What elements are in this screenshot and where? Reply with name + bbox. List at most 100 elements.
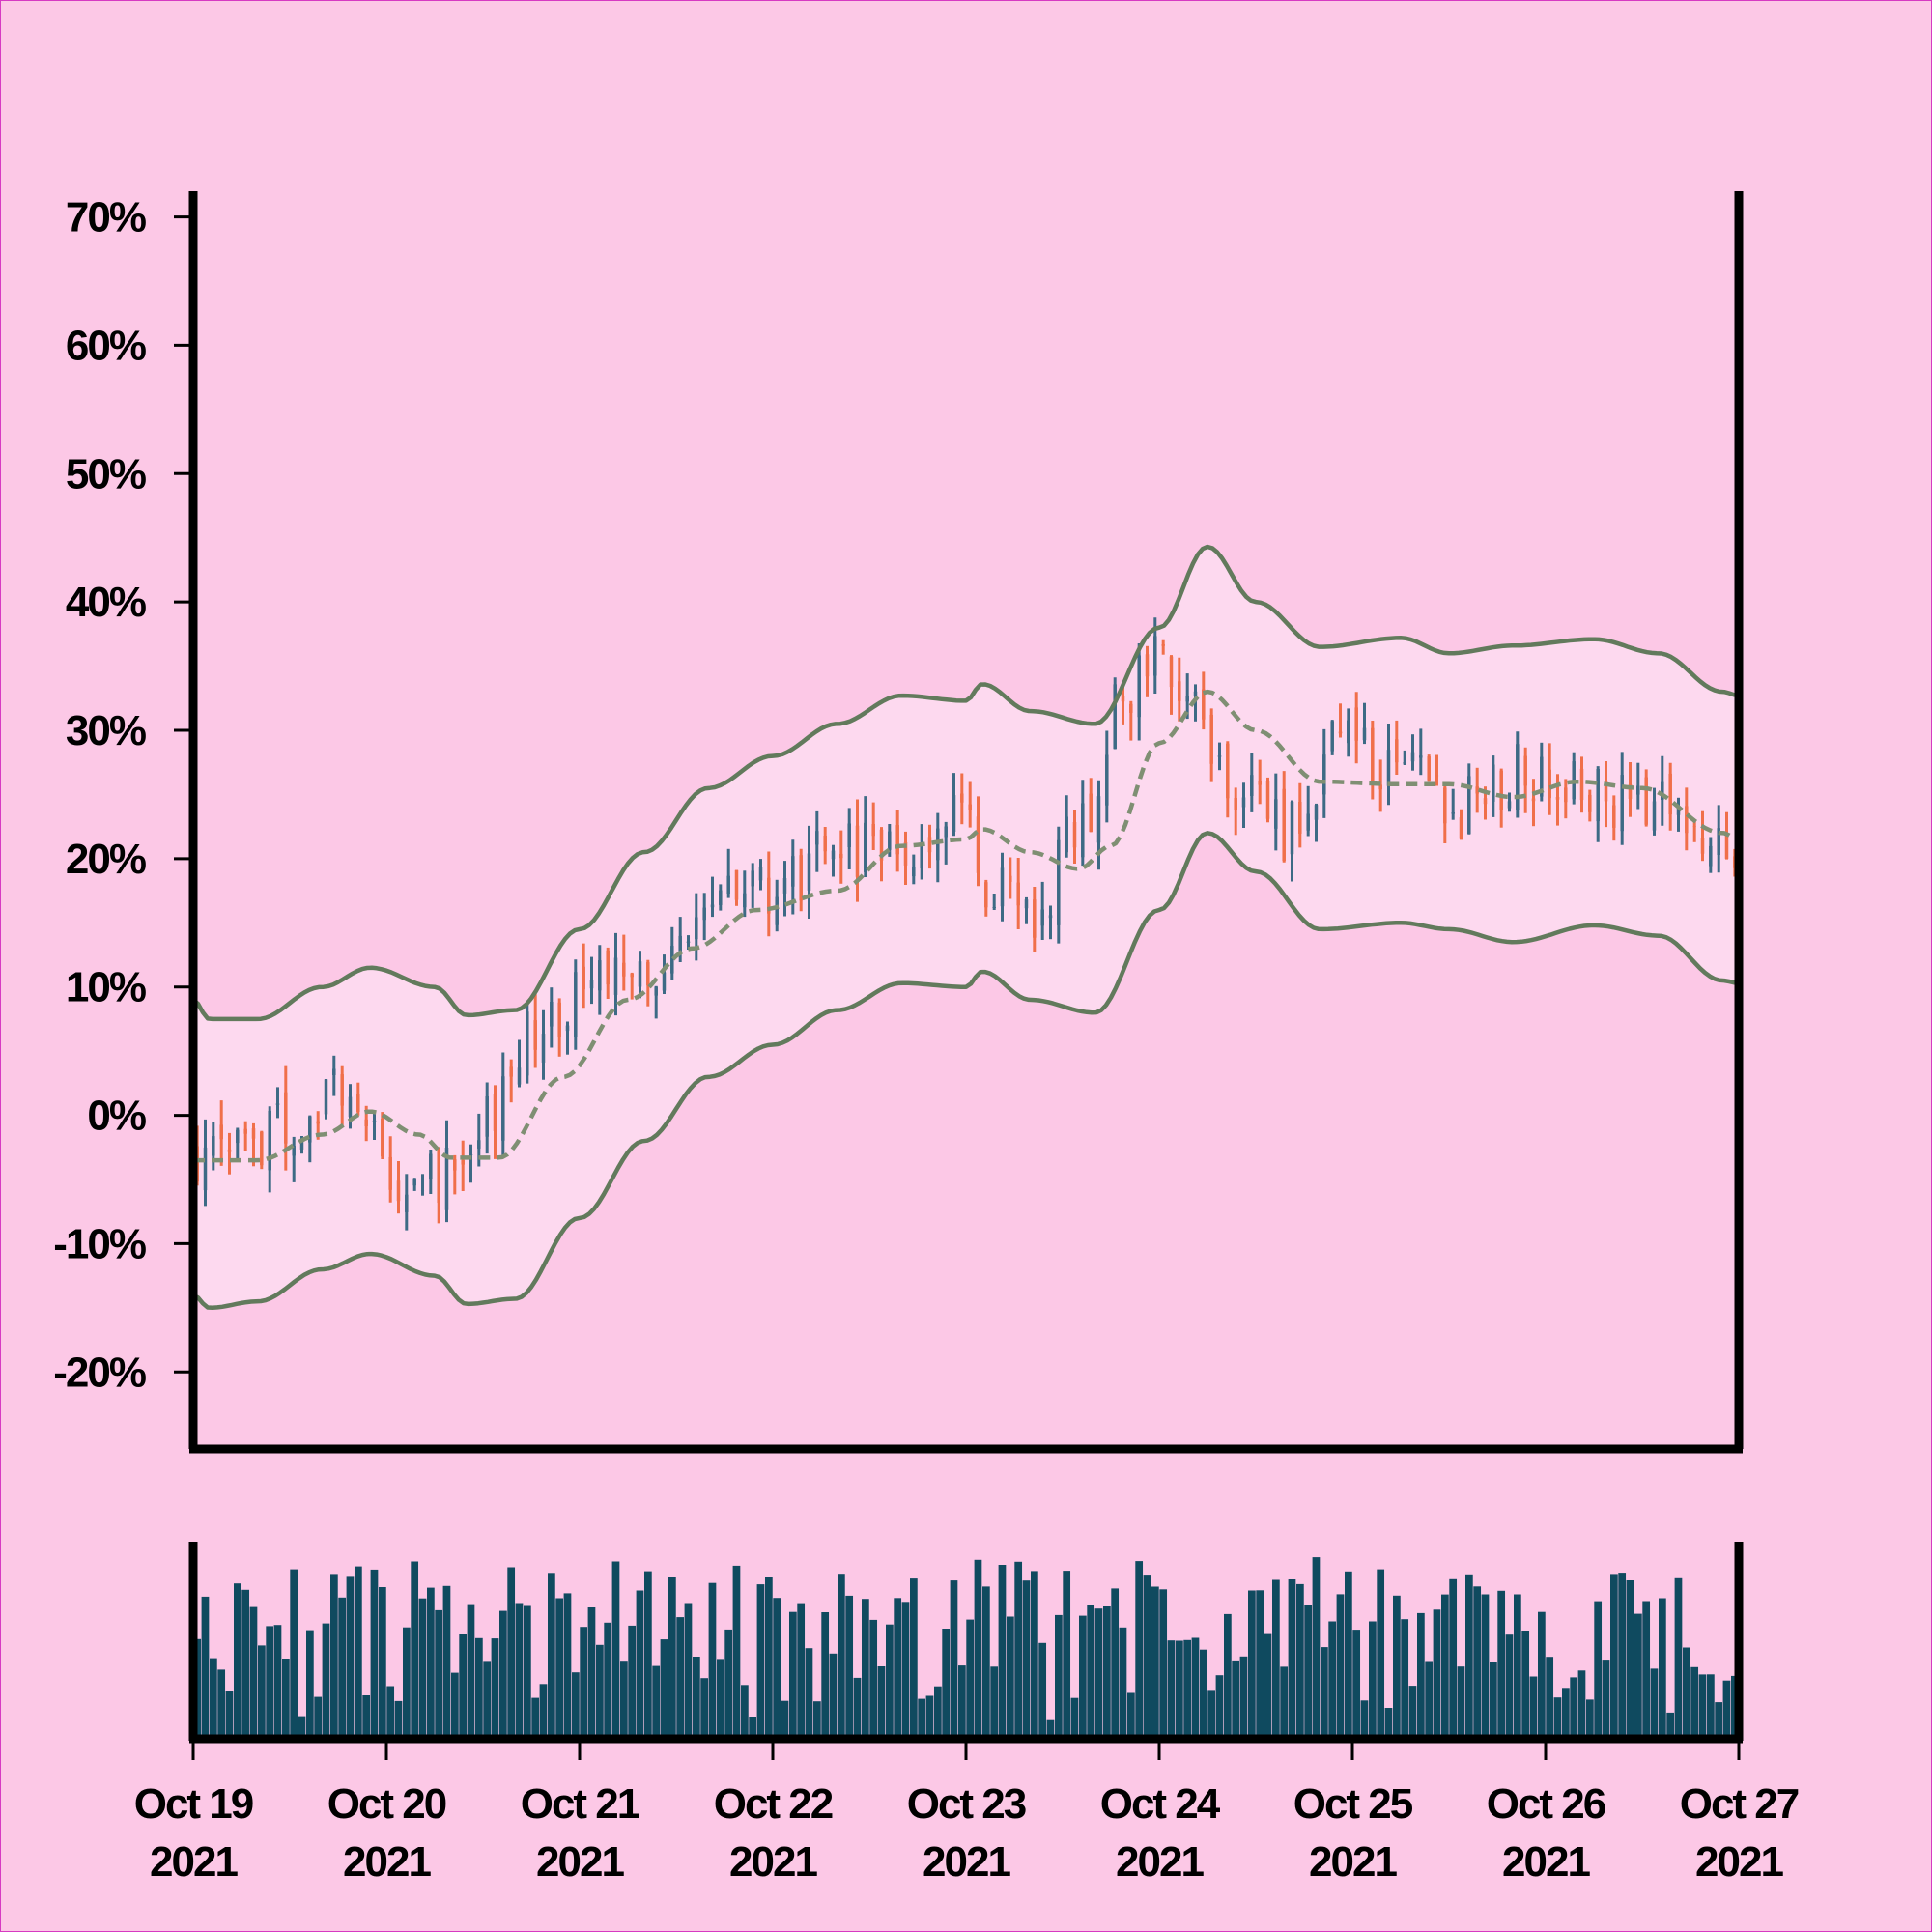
x-tick-label-date: Oct 22 <box>714 1780 833 1828</box>
volume-bar <box>1449 1578 1458 1739</box>
volume-bar <box>660 1639 668 1739</box>
volume-bar <box>1634 1613 1642 1739</box>
volume-bar <box>1208 1690 1216 1739</box>
volume-bar <box>853 1677 862 1739</box>
volume-bar <box>563 1593 572 1739</box>
volume-bar <box>210 1658 217 1739</box>
volume-bar <box>1312 1557 1321 1739</box>
volume-bar <box>1562 1688 1570 1739</box>
volume-bar <box>298 1716 306 1739</box>
volume-bar <box>1650 1668 1659 1739</box>
volume-bar <box>684 1603 693 1739</box>
y-axis-ticks: -20% -10% 0% 10% 20% 30% 40% 50% 60% 70% <box>53 194 193 1396</box>
x-tick-label-date: Oct 23 <box>907 1780 1026 1828</box>
volume-bar <box>765 1577 773 1739</box>
volume-bar <box>451 1672 459 1739</box>
volume-bar <box>1119 1627 1127 1739</box>
volume-bar <box>918 1698 926 1739</box>
volume-bar <box>1490 1662 1497 1739</box>
volume-bar <box>1304 1605 1313 1739</box>
volume-bar <box>1626 1580 1634 1739</box>
volume-bar <box>1079 1615 1087 1739</box>
volume-bar <box>717 1659 724 1739</box>
volume-bar <box>362 1695 371 1739</box>
volume-bar <box>1183 1639 1192 1739</box>
volume-bar <box>781 1700 789 1739</box>
volume-bar <box>901 1602 910 1739</box>
volume-bar <box>1698 1674 1707 1739</box>
y-tick-label: -10% <box>53 1220 146 1267</box>
volume-bar <box>1256 1590 1264 1739</box>
price-bars-layer <box>195 617 1737 1231</box>
volume-bar <box>1674 1577 1683 1739</box>
volume-bar <box>652 1665 661 1739</box>
volume-bar <box>1224 1613 1232 1739</box>
volume-bar <box>1103 1606 1111 1739</box>
volume-bar <box>1690 1666 1699 1739</box>
volume-bar <box>1151 1586 1159 1739</box>
volume-bar <box>1497 1590 1506 1739</box>
y-tick-label: 50% <box>66 450 146 497</box>
volume-bar <box>877 1666 886 1739</box>
x-tick-label-year: 2021 <box>1116 1838 1204 1886</box>
volume-bar <box>1505 1634 1514 1739</box>
x-tick-label-date: Oct 24 <box>1100 1780 1221 1828</box>
volume-bar <box>1288 1579 1296 1739</box>
volume-bar <box>580 1627 588 1739</box>
volume-bar <box>1007 1616 1014 1739</box>
volume-bar <box>1538 1611 1546 1739</box>
x-tick-label-year: 2021 <box>536 1838 624 1886</box>
x-tick-label-date: Oct 27 <box>1680 1780 1799 1828</box>
volume-bar <box>1055 1614 1063 1739</box>
volume-bar <box>821 1612 830 1739</box>
volume-bar <box>1521 1631 1530 1739</box>
volume-bar <box>1336 1594 1345 1739</box>
volume-bar <box>1546 1657 1554 1739</box>
x-tick-label-date: Oct 25 <box>1293 1780 1413 1828</box>
volume-bar <box>1087 1605 1095 1739</box>
volume-bar <box>1345 1571 1352 1739</box>
volume-bar <box>442 1585 451 1739</box>
volume-bar <box>838 1574 845 1739</box>
volume-bar <box>934 1686 942 1739</box>
volume-bar <box>1272 1579 1280 1739</box>
volume-bar <box>950 1580 958 1739</box>
volume-bar <box>242 1589 250 1739</box>
volume-bar <box>338 1597 347 1739</box>
volume-bar <box>249 1606 258 1739</box>
volume-bar <box>813 1701 821 1739</box>
volume-bar <box>1577 1670 1586 1739</box>
volume-bar <box>225 1691 234 1739</box>
volume-bar <box>370 1569 379 1739</box>
x-tick-label-date: Oct 19 <box>134 1780 253 1828</box>
volume-bar <box>1715 1702 1723 1739</box>
volume-bar <box>708 1582 717 1739</box>
volume-bar <box>515 1603 524 1739</box>
volume-bar <box>491 1638 499 1739</box>
volume-bar <box>1215 1675 1224 1739</box>
volume-bar <box>1666 1712 1675 1739</box>
volume-bar <box>1481 1594 1490 1739</box>
volume-bar <box>1264 1633 1272 1739</box>
volume-bar <box>620 1661 628 1739</box>
x-tick-label-date: Oct 21 <box>521 1780 640 1828</box>
volume-bar <box>394 1700 403 1739</box>
volume-bar <box>1610 1574 1618 1739</box>
volume-bar <box>1618 1573 1627 1739</box>
volume-bar <box>1022 1580 1031 1739</box>
volume-bar <box>1070 1697 1079 1739</box>
bollinger-middle-line <box>193 689 1740 1163</box>
volume-bar <box>548 1573 555 1739</box>
volume-bar <box>894 1598 902 1739</box>
volume-bar <box>1232 1660 1240 1739</box>
volume-bar <box>1176 1640 1183 1739</box>
y-tick-label: -20% <box>53 1349 146 1396</box>
volume-bar <box>1014 1561 1023 1739</box>
bollinger-band-fill <box>193 547 1739 1308</box>
volume-bar <box>1441 1594 1449 1739</box>
volume-bar <box>355 1566 362 1739</box>
volume-bar <box>966 1619 975 1739</box>
volume-bar <box>862 1599 869 1739</box>
volume-bar <box>1659 1598 1666 1739</box>
